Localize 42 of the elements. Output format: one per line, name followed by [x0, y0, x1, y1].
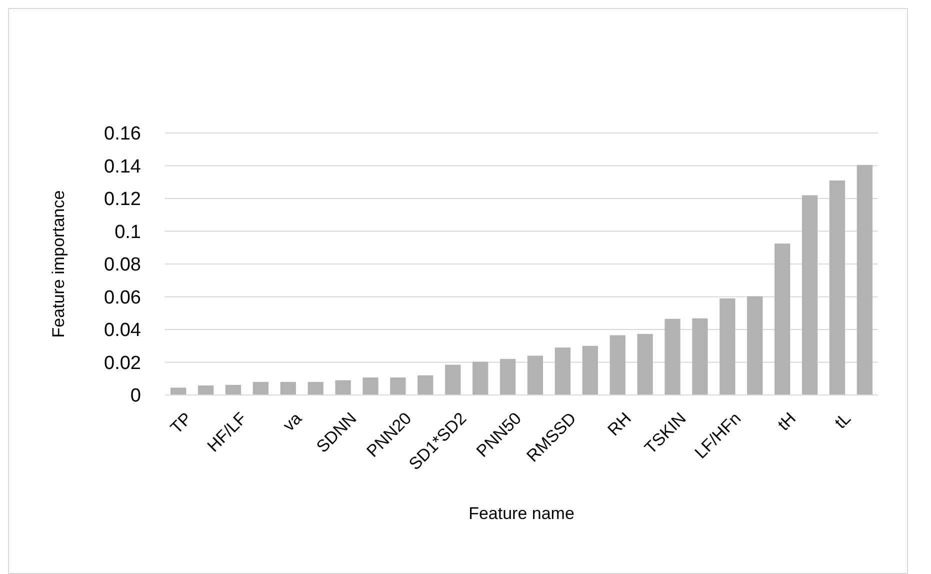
y-tick-label: 0.14 [104, 156, 142, 178]
y-tick-label: 0.06 [104, 287, 141, 308]
y-tick-label: 0.08 [104, 254, 141, 276]
y-tick-label: 0.12 [104, 189, 141, 210]
y-tick-label: 0.04 [104, 320, 142, 342]
bar [225, 384, 242, 395]
bar [747, 296, 763, 395]
bar [856, 164, 873, 395]
bar [280, 382, 296, 395]
bar [692, 318, 708, 395]
x-tick-label: TP [166, 408, 196, 438]
bar [582, 346, 598, 395]
bar [829, 180, 846, 395]
y-tick-label: 0.02 [104, 352, 141, 374]
x-axis-title: Feature name [468, 504, 574, 523]
bar [362, 377, 378, 395]
bar [637, 334, 653, 395]
bar [554, 348, 571, 395]
x-tick-label: tL [831, 408, 854, 432]
y-tick-label: 0 [130, 386, 141, 407]
bar [418, 375, 434, 395]
bar [390, 377, 406, 395]
bar [445, 364, 461, 395]
bar [720, 298, 736, 395]
x-tick-label: RH [604, 408, 635, 440]
bar [610, 335, 626, 395]
bar [500, 358, 516, 395]
bar [774, 244, 790, 395]
x-tick-label: va [279, 408, 306, 435]
x-tick-label: tH [774, 408, 800, 434]
bar [472, 362, 488, 395]
bar [308, 382, 324, 395]
bar [170, 388, 186, 395]
y-tick-label: 0.1 [114, 222, 141, 243]
bar [664, 318, 680, 395]
y-axis-title: Feature importance [49, 190, 68, 338]
bar [527, 356, 544, 395]
y-tick-label: 0.16 [104, 124, 141, 145]
bar [252, 382, 269, 395]
bar [198, 386, 214, 395]
bar [802, 195, 818, 395]
bar [335, 380, 351, 395]
